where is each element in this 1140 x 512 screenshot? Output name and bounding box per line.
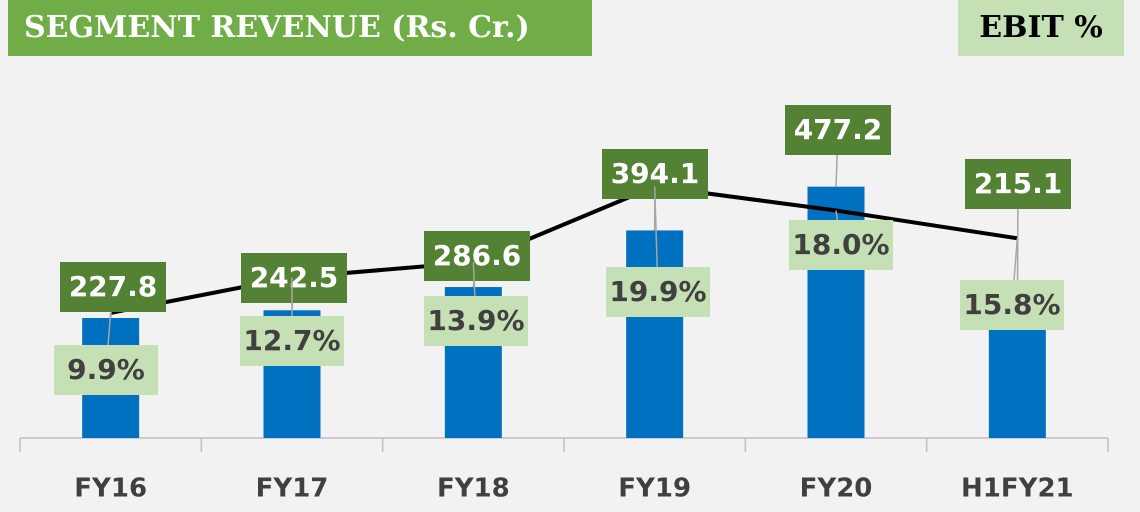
ebit-value-label-box (424, 296, 528, 346)
ebit-value-label: 15.8% (963, 288, 1060, 321)
x-tick-label: FY20 (800, 474, 873, 504)
ebit-value-label-box (606, 267, 710, 317)
bar-value-label-box (60, 262, 166, 312)
legend-box-ebit (958, 0, 1124, 56)
ebit-value-label: 18.0% (792, 228, 889, 261)
bar-value-label-box (241, 253, 347, 303)
bar-value-label: 242.5 (250, 261, 339, 294)
bar-value-label: 477.2 (794, 113, 883, 146)
ebit-value-label-box (54, 345, 158, 395)
x-tick-label: FY19 (618, 474, 691, 504)
ebit-value-label: 9.9% (67, 353, 145, 386)
x-tick-label: FY17 (256, 474, 329, 504)
bar (988, 324, 1046, 438)
bar-value-label: 215.1 (974, 167, 1063, 200)
x-tick-label: FY16 (74, 474, 147, 504)
x-tick-label: FY18 (437, 474, 510, 504)
bar-value-label-box (785, 105, 891, 155)
ebit-value-label-box (960, 280, 1064, 330)
ebit-value-label: 19.9% (609, 275, 706, 308)
x-tick-label: H1FY21 (961, 474, 1074, 504)
bar-value-label-box (965, 159, 1071, 209)
bar-value-label: 286.6 (433, 239, 522, 272)
ebit-value-label-box (240, 316, 344, 366)
legend-box-revenue (8, 0, 592, 56)
bar-value-label: 394.1 (611, 157, 700, 190)
ebit-value-label: 13.9% (427, 304, 524, 337)
bar-value-label-box (424, 231, 530, 281)
bar (626, 230, 684, 438)
legend-ebit: EBIT % (979, 10, 1103, 45)
ebit-value-label-box (789, 220, 893, 270)
bar-value-label: 227.8 (69, 270, 158, 303)
legend-revenue: SEGMENT REVENUE (Rs. Cr.) (24, 10, 530, 45)
ebit-value-label: 12.7% (243, 324, 340, 357)
